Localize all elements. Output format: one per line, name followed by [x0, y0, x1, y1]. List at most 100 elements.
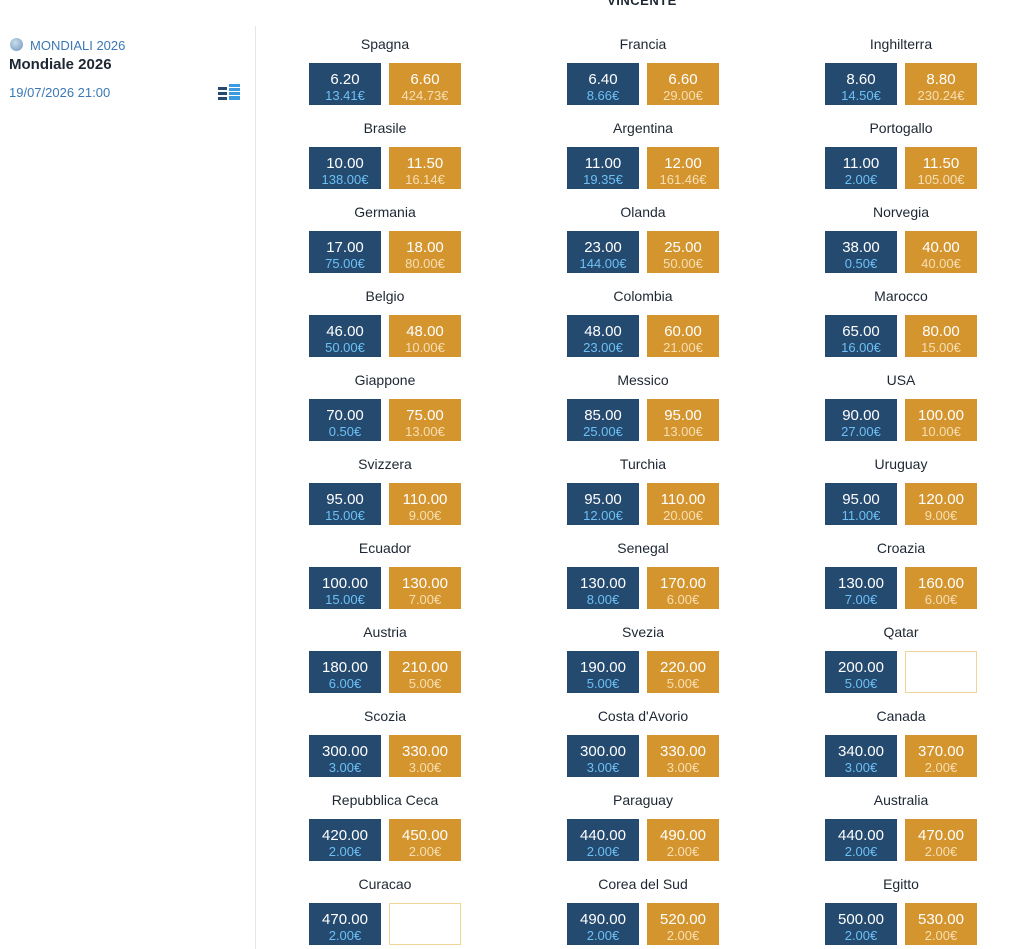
lay-button[interactable]: 18.00 80.00€: [389, 231, 461, 273]
runner-name: Egitto: [883, 876, 919, 892]
back-button[interactable]: 100.00 15.00€: [309, 567, 381, 609]
lay-button[interactable]: 11.50 105.00€: [905, 147, 977, 189]
odds: 340.00: [838, 743, 884, 760]
runner-name: Belgio: [365, 288, 405, 304]
lay-button[interactable]: 40.00 40.00€: [905, 231, 977, 273]
back-button[interactable]: 85.00 25.00€: [567, 399, 639, 441]
back-button[interactable]: 440.00 2.00€: [825, 819, 897, 861]
back-button[interactable]: 420.00 2.00€: [309, 819, 381, 861]
lay-button[interactable]: 48.00 10.00€: [389, 315, 461, 357]
back-button[interactable]: 23.00 144.00€: [567, 231, 639, 273]
odds: 470.00: [322, 911, 368, 928]
odds: 130.00: [580, 575, 626, 592]
back-button[interactable]: 95.00 15.00€: [309, 483, 381, 525]
back-button[interactable]: 300.00 3.00€: [309, 735, 381, 777]
back-button[interactable]: 8.60 14.50€: [825, 63, 897, 105]
list-icon[interactable]: [218, 84, 240, 100]
lay-button[interactable]: 11.50 16.14€: [389, 147, 461, 189]
lay-button[interactable]: 210.00 5.00€: [389, 651, 461, 693]
lay-button[interactable]: 530.00 2.00€: [905, 903, 977, 945]
back-button[interactable]: 130.00 7.00€: [825, 567, 897, 609]
back-button[interactable]: 10.00 138.00€: [309, 147, 381, 189]
lay-button[interactable]: 60.00 21.00€: [647, 315, 719, 357]
lay-button[interactable]: 6.60 29.00€: [647, 63, 719, 105]
runner-name: Croazia: [876, 540, 926, 556]
odds: 60.00: [664, 323, 702, 340]
runner-name: Germania: [354, 204, 416, 220]
lay-button[interactable]: [389, 903, 461, 945]
runner-name: Svizzera: [358, 456, 412, 472]
lay-button[interactable]: 100.00 10.00€: [905, 399, 977, 441]
odds: 120.00: [918, 491, 964, 508]
back-button[interactable]: 11.00 19.35€: [567, 147, 639, 189]
back-button[interactable]: 190.00 5.00€: [567, 651, 639, 693]
odds: 420.00: [322, 827, 368, 844]
amount: 424.73€: [401, 88, 449, 103]
amount: 10.00€: [405, 340, 445, 355]
back-button[interactable]: 130.00 8.00€: [567, 567, 639, 609]
lay-button[interactable]: 520.00 2.00€: [647, 903, 719, 945]
back-button[interactable]: 65.00 16.00€: [825, 315, 897, 357]
lay-button[interactable]: 370.00 2.00€: [905, 735, 977, 777]
back-button[interactable]: 90.00 27.00€: [825, 399, 897, 441]
lay-button[interactable]: 75.00 13.00€: [389, 399, 461, 441]
lay-button[interactable]: 130.00 7.00€: [389, 567, 461, 609]
lay-button[interactable]: 25.00 50.00€: [647, 231, 719, 273]
lay-button[interactable]: [905, 651, 977, 693]
odds: 6.60: [410, 71, 440, 88]
amount: 138.00€: [321, 172, 369, 187]
back-button[interactable]: 6.40 8.66€: [567, 63, 639, 105]
back-button[interactable]: 6.20 13.41€: [309, 63, 381, 105]
lay-button[interactable]: 160.00 6.00€: [905, 567, 977, 609]
lay-button[interactable]: 470.00 2.00€: [905, 819, 977, 861]
lay-button[interactable]: 170.00 6.00€: [647, 567, 719, 609]
odds: 490.00: [660, 827, 706, 844]
amount: 50.00€: [663, 256, 703, 271]
back-button[interactable]: 38.00 0.50€: [825, 231, 897, 273]
amount: 2.00€: [924, 844, 958, 859]
back-button[interactable]: 490.00 2.00€: [567, 903, 639, 945]
odds: 190.00: [580, 659, 626, 676]
back-button[interactable]: 180.00 6.00€: [309, 651, 381, 693]
odds: 130.00: [838, 575, 884, 592]
back-button[interactable]: 48.00 23.00€: [567, 315, 639, 357]
back-button[interactable]: 470.00 2.00€: [309, 903, 381, 945]
back-button[interactable]: 11.00 2.00€: [825, 147, 897, 189]
lay-button[interactable]: 490.00 2.00€: [647, 819, 719, 861]
odds: 38.00: [842, 239, 880, 256]
lay-button[interactable]: 330.00 3.00€: [389, 735, 461, 777]
amount: 23.00€: [583, 340, 623, 355]
runner-name: Australia: [873, 792, 929, 808]
back-button[interactable]: 17.00 75.00€: [309, 231, 381, 273]
amount: 3.00€: [328, 760, 362, 775]
lay-button[interactable]: 120.00 9.00€: [905, 483, 977, 525]
lay-button[interactable]: 450.00 2.00€: [389, 819, 461, 861]
lay-button[interactable]: 12.00 161.46€: [647, 147, 719, 189]
back-button[interactable]: 440.00 2.00€: [567, 819, 639, 861]
lay-button[interactable]: 8.80 230.24€: [905, 63, 977, 105]
amount: 2.00€: [666, 844, 700, 859]
back-button[interactable]: 500.00 2.00€: [825, 903, 897, 945]
lay-button[interactable]: 330.00 3.00€: [647, 735, 719, 777]
back-button[interactable]: 300.00 3.00€: [567, 735, 639, 777]
back-button[interactable]: 340.00 3.00€: [825, 735, 897, 777]
back-button[interactable]: 95.00 12.00€: [567, 483, 639, 525]
amount: 15.00€: [325, 592, 365, 607]
back-button[interactable]: 70.00 0.50€: [309, 399, 381, 441]
lay-button[interactable]: 95.00 13.00€: [647, 399, 719, 441]
globe-icon: [10, 38, 23, 51]
odds: 23.00: [584, 239, 622, 256]
amount: 50.00€: [325, 340, 365, 355]
odds: 90.00: [842, 407, 880, 424]
lay-button[interactable]: 110.00 20.00€: [647, 483, 719, 525]
back-button[interactable]: 200.00 5.00€: [825, 651, 897, 693]
lay-button[interactable]: 110.00 9.00€: [389, 483, 461, 525]
lay-button[interactable]: 80.00 15.00€: [905, 315, 977, 357]
competition-link[interactable]: MONDIALI 2026: [30, 38, 126, 53]
amount: 3.00€: [408, 760, 442, 775]
back-button[interactable]: 46.00 50.00€: [309, 315, 381, 357]
lay-button[interactable]: 220.00 5.00€: [647, 651, 719, 693]
back-button[interactable]: 95.00 11.00€: [825, 483, 897, 525]
lay-button[interactable]: 6.60 424.73€: [389, 63, 461, 105]
amount: 12.00€: [583, 508, 623, 523]
